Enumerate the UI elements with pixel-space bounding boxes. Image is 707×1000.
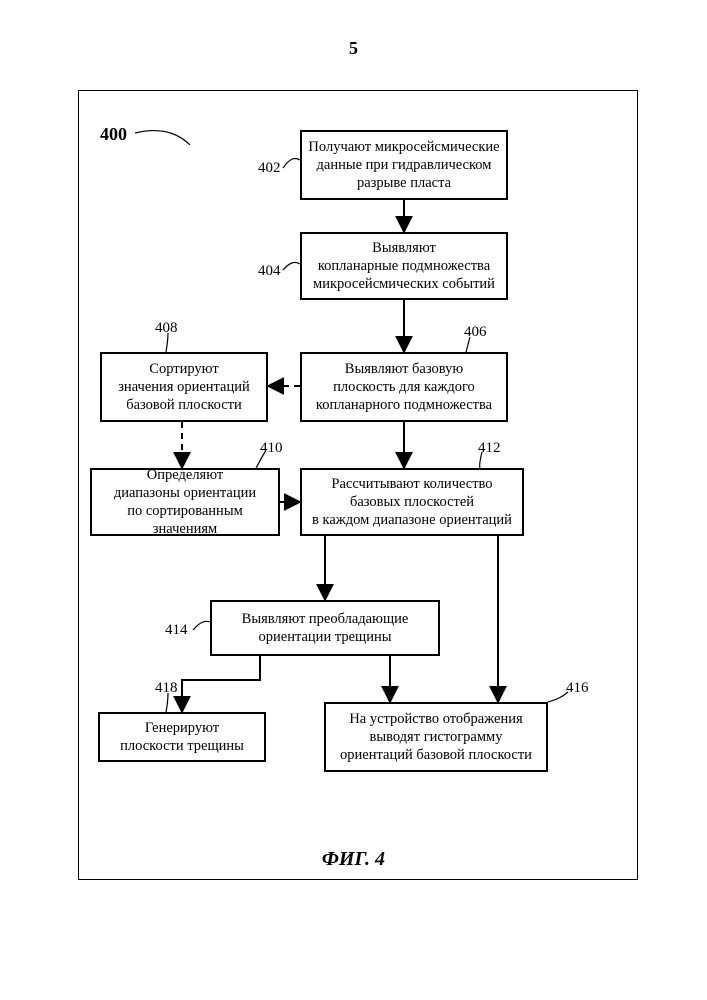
leader-lead410 (256, 452, 265, 468)
leader-lead404 (283, 262, 300, 270)
leader-lead408 (166, 333, 168, 352)
leader-lead418 (166, 693, 168, 712)
leader-lead400 (135, 131, 190, 145)
leader-lead406 (466, 337, 470, 352)
leader-lead414 (193, 621, 210, 630)
leader-lead402 (283, 159, 300, 168)
leader-lead416 (548, 692, 568, 702)
edge-e414-418 (182, 656, 260, 712)
leader-lead412 (480, 452, 482, 468)
figure-label: ФИГ. 4 (0, 848, 707, 871)
page: 5 400 Получают микросейсмические данные … (0, 0, 707, 1000)
